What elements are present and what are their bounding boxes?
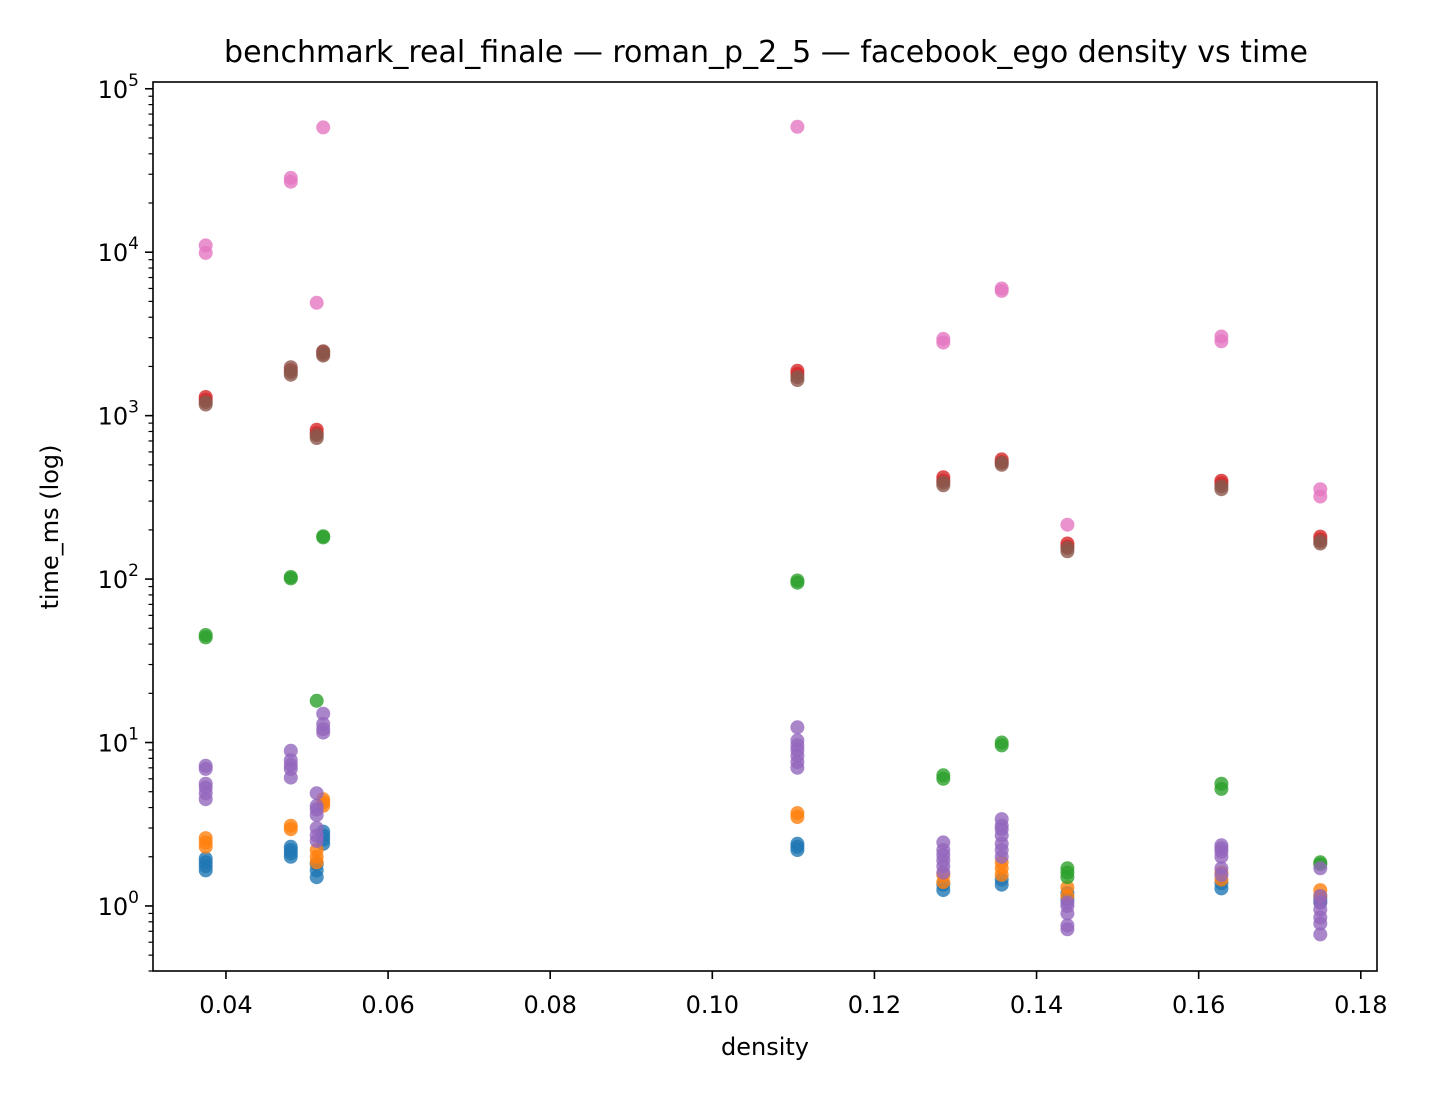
data-point	[283, 743, 298, 758]
data-point	[1060, 918, 1075, 933]
data-point	[1214, 838, 1229, 853]
x-tick-label: 0.06	[361, 991, 414, 1019]
data-point	[1060, 895, 1075, 910]
data-point	[309, 821, 324, 835]
data-point	[1313, 861, 1328, 876]
data-point	[790, 119, 805, 134]
data-point	[994, 281, 1009, 296]
data-point	[1060, 861, 1075, 876]
y-tick-label: 100	[98, 888, 139, 921]
data-point	[1060, 541, 1075, 555]
data-point	[316, 120, 331, 135]
data-point	[1214, 776, 1229, 791]
data-point	[1214, 479, 1229, 494]
x-tick-label: 0.10	[686, 991, 739, 1019]
x-tick-label: 0.18	[1334, 991, 1387, 1019]
data-point	[198, 831, 213, 846]
data-point	[790, 806, 805, 821]
points-layer	[198, 119, 1328, 942]
data-point	[283, 570, 298, 584]
data-point	[283, 839, 298, 854]
data-point	[309, 428, 324, 443]
data-point	[790, 573, 805, 588]
data-point	[316, 344, 331, 359]
data-point	[316, 529, 331, 544]
data-point	[283, 818, 298, 833]
plot-frame	[152, 81, 1378, 972]
data-point	[1313, 534, 1328, 549]
data-point	[283, 170, 298, 185]
y-tick-label: 101	[98, 725, 139, 758]
data-point	[198, 238, 213, 253]
data-point	[936, 768, 951, 783]
data-point	[1060, 517, 1075, 532]
y-tick-label: 105	[98, 71, 139, 104]
data-point	[790, 720, 805, 735]
data-point	[316, 706, 331, 721]
data-point	[1313, 889, 1328, 903]
data-point	[790, 733, 805, 748]
data-point	[936, 331, 951, 346]
data-point	[198, 758, 213, 773]
data-point	[936, 835, 951, 850]
data-point	[309, 693, 324, 708]
data-point	[316, 716, 331, 731]
data-point	[309, 786, 324, 801]
data-point	[198, 851, 213, 866]
x-tick-label: 0.16	[1172, 991, 1225, 1019]
x-axis: 0.04 0.06 0.08 0.10 0.12 0.14 0.16 0.18	[199, 971, 1388, 1019]
x-tick-label: 0.04	[199, 991, 252, 1019]
data-point	[1313, 482, 1328, 497]
y-axis-label: time_ms (log)	[36, 444, 64, 609]
data-point	[994, 812, 1009, 827]
data-point	[198, 776, 213, 791]
data-point	[1214, 329, 1229, 344]
data-point	[936, 475, 951, 490]
data-point	[283, 360, 298, 375]
data-point	[790, 370, 805, 385]
x-tick-label: 0.12	[848, 991, 901, 1019]
data-point	[1060, 880, 1075, 895]
data-point	[309, 798, 324, 813]
y-tick-label: 103	[98, 398, 139, 431]
y-axis: 100 101 102 103 104 105	[98, 71, 153, 972]
y-tick-label: 102	[98, 561, 139, 594]
data-point	[198, 628, 213, 642]
chart-title: benchmark_real_finale — roman_p_2_5 — fa…	[224, 35, 1308, 70]
data-point	[198, 395, 213, 410]
y-tick-label: 104	[98, 234, 139, 267]
data-point	[994, 735, 1009, 750]
data-point	[994, 455, 1009, 470]
data-point	[1214, 861, 1229, 876]
data-point	[309, 295, 324, 310]
x-axis-label: density	[721, 1033, 809, 1061]
data-point	[790, 836, 805, 851]
x-tick-label: 0.14	[1010, 991, 1063, 1019]
data-point	[1313, 927, 1328, 942]
x-tick-label: 0.08	[523, 991, 576, 1019]
